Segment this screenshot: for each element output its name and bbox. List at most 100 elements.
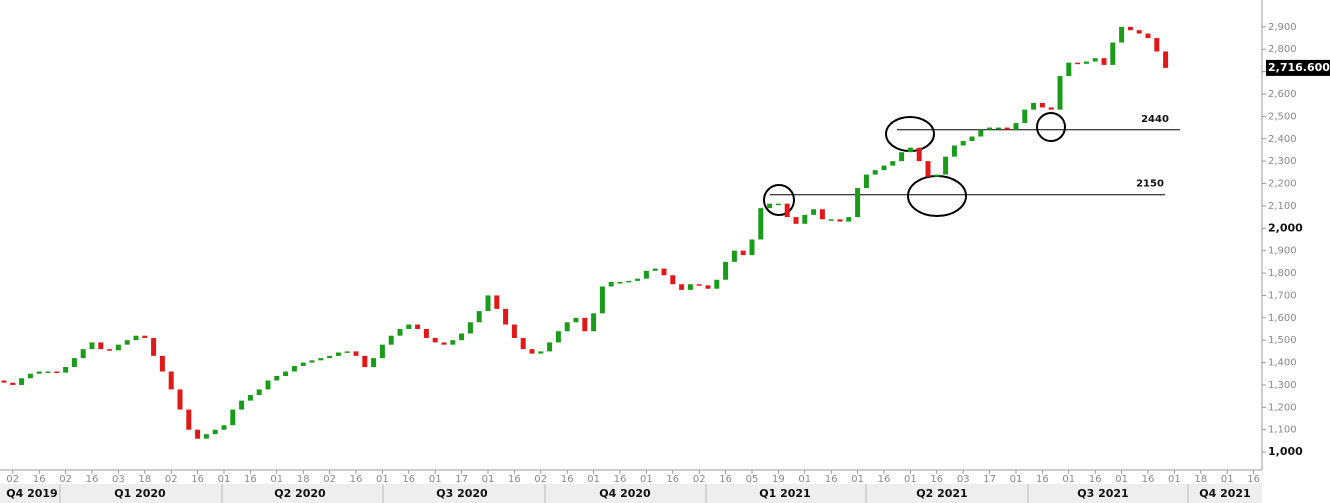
x-tick-label: 16 [930,474,943,485]
x-tick-label: 01 [1062,474,1075,485]
candle-body [890,161,896,166]
candle-body [714,279,720,289]
x-tick-label: 01 [270,474,283,485]
candle-body [723,261,729,280]
candle-body [283,371,289,376]
candle-body [907,147,913,153]
candle-body [899,152,905,162]
candle-body [784,203,790,218]
candle-body [793,217,799,224]
candle-body [195,429,201,439]
candle-body [731,250,737,262]
candle-body [459,333,465,341]
y-tick-label: 1,300 [1268,380,1297,391]
candle-body [98,342,104,350]
x-tick-label: 16 [614,474,627,485]
candle-body [775,203,781,206]
quarter-band [0,484,1262,503]
candle-body [969,136,975,141]
quarter-label: Q3 2020 [436,487,488,500]
y-tick-label: 1,600 [1268,313,1297,324]
last-price-box [1266,59,1330,76]
x-tick-label: 16 [86,474,99,485]
candle-body [274,376,280,381]
candle-body [626,280,632,283]
candle-body [1031,102,1037,110]
candle-body [1048,107,1054,110]
x-tick-label: 18 [297,474,310,485]
candle-body [828,219,834,221]
candle-body [19,378,25,385]
candle-body [230,409,236,426]
candle-body [687,284,693,290]
x-tick-label: 03 [957,474,970,485]
candle-body [1075,62,1081,65]
x-tick-label: 18 [138,474,151,485]
x-tick-label: 16 [33,474,46,485]
candle-body [538,351,544,354]
candle-body [1039,102,1045,108]
candle-body [265,380,271,390]
candle-body [344,351,350,353]
quarter-label: Q2 2021 [916,487,967,500]
candle-body [63,367,69,373]
candle-body [503,308,509,325]
candle-body [159,355,165,372]
quarter-label: Q3 2021 [1077,487,1128,500]
candle-body [837,219,843,222]
quarter-label: Q1 2021 [759,487,810,500]
y-tick-label: 1,800 [1268,268,1297,279]
y-tick-label: 1,700 [1268,290,1297,301]
candle-body [10,382,16,385]
x-tick-label: 01 [1115,474,1128,485]
y-tick-label: 2,800 [1268,44,1297,55]
quarter-label: Q4 2020 [599,487,651,500]
candle-body [1110,42,1116,65]
last-price-label: 2,716.6000 [1268,61,1330,74]
candle-body [995,127,1001,130]
candle-body [318,358,324,361]
candle-body [1057,76,1063,110]
candle-body [696,284,702,286]
x-tick-label: 16 [719,474,732,485]
candle-body [529,349,535,354]
y-tick-label: 2,100 [1268,201,1297,212]
candle-body [855,188,861,218]
y-tick-label: 2,500 [1268,111,1297,122]
y-tick-label: 2,200 [1268,179,1297,190]
annotation-ellipse [1036,112,1066,142]
candle-body [679,284,685,290]
candle-body [951,145,957,157]
x-tick-label: 16 [1142,474,1155,485]
candle-body [80,349,86,359]
candle-body [36,371,42,374]
candle-body [608,282,614,287]
x-tick-label: 01 [376,474,389,485]
candle-body [1127,26,1133,31]
x-tick-label: 01 [429,474,442,485]
candle-body [591,313,597,332]
x-tick-label: 01 [1010,474,1023,485]
x-tick-label: 16 [244,474,257,485]
candle-body [582,317,588,332]
x-tick-label: 16 [1247,474,1260,485]
candle-body [547,342,553,352]
candle-body [987,127,993,130]
candle-body [371,358,377,368]
candle-body [925,161,931,177]
candle-body [362,355,368,368]
candle-body [151,337,157,356]
candle-body [476,311,482,323]
x-tick-label: 17 [455,474,468,485]
candle-body [142,335,148,338]
candle-body [564,322,570,332]
x-tick-label: 01 [851,474,864,485]
candle-body [643,270,649,279]
y-tick-label: 2,900 [1268,22,1297,33]
x-tick-label: 16 [561,474,574,485]
y-tick-label: 2,400 [1268,134,1297,145]
candle-body [1163,51,1169,68]
y-tick-label: 2,000 [1268,221,1303,234]
